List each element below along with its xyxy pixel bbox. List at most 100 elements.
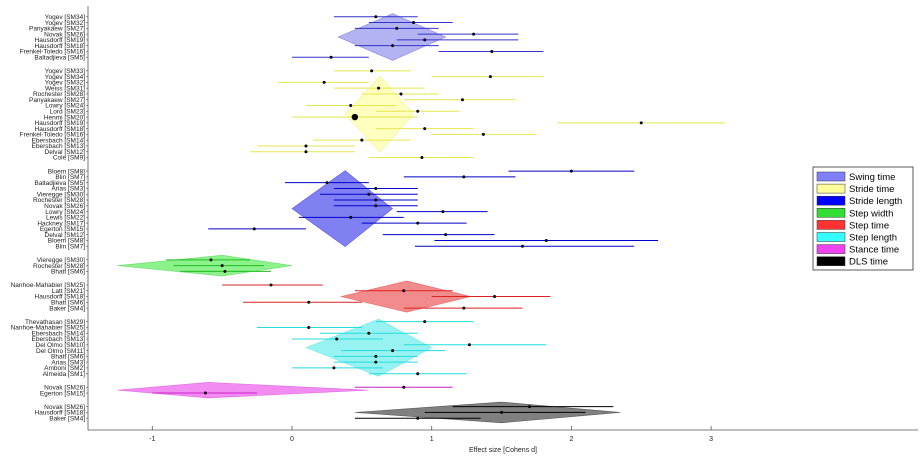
point-estimate	[374, 204, 378, 208]
plot-area: Yogev [SM34]Yogev [SM32]Panyakaew [SM27]…	[11, 13, 726, 424]
point-estimate	[500, 410, 504, 414]
point-estimate	[329, 55, 333, 59]
study-label: Novak [SM26]	[44, 31, 85, 38]
study-label: Hausdorff [SM19]	[35, 120, 86, 127]
study-label: Del Olmo [SM10]	[36, 342, 86, 349]
point-estimate	[420, 156, 424, 160]
legend-label: Step width	[849, 208, 893, 219]
point-estimate	[416, 416, 420, 420]
study-label: Bhatt [SM6]	[51, 300, 85, 307]
point-estimate	[269, 283, 273, 287]
study-label: Egerton [SM15]	[40, 226, 85, 233]
point-estimate	[399, 92, 403, 96]
point-estimate	[360, 138, 364, 142]
study-label: Hausdorff [SM18]	[35, 43, 86, 50]
point-estimate	[402, 385, 406, 389]
point-estimate	[367, 192, 371, 196]
point-estimate	[391, 349, 395, 353]
study-label: Del Olmo [SM11]	[36, 348, 85, 355]
study-label: Blin [SM7]	[55, 174, 85, 181]
study-label: Hackney [SM17]	[37, 220, 85, 227]
study-label: Blin [SM7]	[55, 243, 85, 250]
legend-swatch	[816, 208, 846, 218]
point-estimate	[423, 127, 427, 131]
point-estimate	[325, 181, 329, 185]
study-label: Panyakaew [SM27]	[29, 26, 85, 33]
legend-swatch	[816, 232, 846, 242]
study-label: Novak [SM26]	[44, 384, 85, 391]
group-stance-time: Novak [SM26]Egerton [SM15]	[40, 382, 453, 399]
study-label: Panyakaew [SM27]	[29, 97, 85, 104]
point-estimate	[322, 80, 326, 84]
legend-label: Swing time	[849, 172, 895, 183]
group-dls-time: Novak [SM26]Hausdorff [SM18]Baker [SM4]	[35, 401, 621, 424]
study-label: Yogev [SM34]	[45, 14, 85, 21]
point-estimate	[472, 32, 476, 36]
study-label: Yogev [SM33]	[45, 68, 85, 75]
study-label: Rochester [SM28]	[33, 91, 85, 98]
point-estimate	[395, 26, 399, 30]
point-estimate	[462, 306, 466, 310]
legend-label: DLS time	[849, 257, 888, 268]
study-label: Baker [SM4]	[49, 305, 85, 312]
study-label: Henmi [SM20]	[44, 114, 85, 121]
study-label: Baker [SM4]	[49, 415, 85, 422]
study-label: Hausdorff [SM19]	[35, 37, 86, 44]
study-label: Hausdorff [SM18]	[35, 126, 86, 133]
x-tick-label: -1	[149, 436, 155, 443]
study-label: Hausdorff [SM18]	[35, 294, 86, 301]
legend-swatch	[816, 220, 846, 230]
study-label: Bhatt [SM6]	[51, 354, 85, 361]
point-estimate	[441, 210, 445, 214]
point-estimate	[444, 233, 448, 237]
point-estimate	[488, 75, 492, 79]
study-label: Lowry [SM24]	[45, 103, 85, 110]
study-label: Arias [SM3]	[51, 186, 85, 193]
point-estimate	[203, 391, 207, 395]
point-estimate	[377, 86, 381, 90]
study-label: Thevathasan [SM29]	[25, 319, 85, 326]
legend-label: Stride time	[849, 184, 894, 195]
study-label: Vieregge [SM30]	[37, 191, 85, 198]
study-label: Novak [SM26]	[44, 404, 85, 411]
point-estimate	[252, 227, 256, 231]
point-estimate	[521, 244, 525, 248]
point-estimate	[416, 221, 420, 225]
point-estimate	[304, 144, 308, 148]
study-label: Ebersbach [SM13]	[32, 336, 86, 343]
point-estimate	[307, 325, 311, 329]
study-label: Bloem [SM8]	[48, 168, 85, 175]
point-estimate	[402, 289, 406, 293]
legend-swatch	[816, 195, 846, 206]
x-tick-label: 1	[430, 436, 434, 443]
point-estimate	[223, 269, 227, 273]
study-label: Nanhoe-Mahabier [SM25]	[11, 282, 86, 289]
study-label: Arias [SM3]	[51, 359, 85, 366]
pooled-diamond	[344, 75, 414, 153]
study-label: Yogev [SM32]	[45, 80, 85, 87]
study-label: Rochester [SM28]	[33, 197, 85, 204]
point-estimate	[490, 49, 494, 53]
point-estimate	[423, 38, 427, 42]
x-tick-label: 3	[709, 436, 713, 443]
legend-swatch	[816, 244, 846, 254]
study-label: Yogev [SM34]	[45, 74, 85, 81]
pooled-diamond	[117, 382, 369, 399]
x-tick-label: 2	[569, 436, 573, 443]
legend-label: Step length	[849, 233, 897, 244]
study-label: Nanhoe-Mahabier [SM25]	[11, 325, 86, 332]
study-label: Novak [SM26]	[44, 203, 85, 210]
point-estimate	[374, 198, 378, 202]
point-estimate	[374, 354, 378, 358]
study-label: Lowry [SM24]	[45, 209, 85, 216]
pooled-diamond	[291, 170, 394, 248]
point-estimate	[304, 150, 308, 154]
group-stride-length: Bloem [SM8]Blin [SM7]Baltadjieva [SM5]Ar…	[33, 168, 659, 250]
group-step-time: Nanhoe-Mahabier [SM25]Latt [SM21]Hausdor…	[11, 280, 551, 313]
point-estimate	[639, 121, 643, 125]
point-estimate	[467, 343, 471, 347]
study-label: Almeida [SM1]	[43, 371, 85, 378]
study-label: Latt [SM21]	[52, 288, 85, 295]
point-estimate	[412, 21, 416, 25]
legend-swatch	[816, 171, 846, 182]
